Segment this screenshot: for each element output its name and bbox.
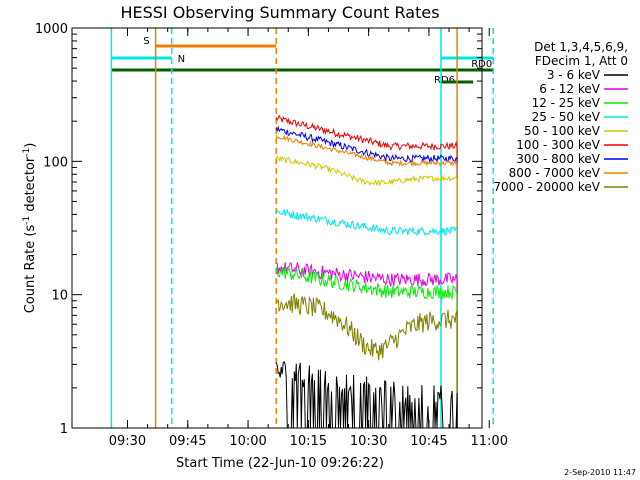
y-tick-label: 1000 xyxy=(35,22,68,37)
series-line xyxy=(276,293,458,428)
legend-label: 12 - 25 keV xyxy=(532,96,601,110)
legend-label: 25 - 50 keV xyxy=(532,110,601,124)
series-line xyxy=(275,361,458,429)
y-axis-label-part1: Count Rate (s xyxy=(23,225,38,314)
x-axis-label: Start Time (22-Jun-10 09:26:22) xyxy=(176,456,384,471)
x-tick-label: 09:45 xyxy=(169,434,206,449)
plot-frame xyxy=(71,27,483,429)
legend-label: 7000 - 20000 keV xyxy=(493,180,600,194)
flag-layer: SNRD0RD6 xyxy=(111,36,494,86)
series-line xyxy=(276,261,458,428)
y-tick-label: 10 xyxy=(51,289,68,304)
x-axis-ticks: 09:30 09:45 10:00 10:15 10:30 10:45 11:00 xyxy=(109,28,508,449)
series-line xyxy=(275,114,458,428)
y-axis-ticks: 1 10 100 1000 xyxy=(35,22,482,437)
legend-header-1: Det 1,3,4,5,6,9, xyxy=(534,40,628,54)
x-tick-label: 11:00 xyxy=(471,434,508,449)
x-tick-label: 09:30 xyxy=(109,434,146,449)
x-tick-label: 10:00 xyxy=(229,434,266,449)
chart-title: HESSI Observing Summary Count Rates xyxy=(120,3,439,22)
legend-label: 3 - 6 keV xyxy=(547,68,601,82)
flag-label: S xyxy=(143,36,149,47)
flag-label: N xyxy=(178,54,185,65)
legend-label: 6 - 12 keV xyxy=(539,82,601,96)
legend-header-2: FDecim 1, Att 0 xyxy=(535,54,628,68)
footer-timestamp: 2-Sep-2010 11:47 xyxy=(564,468,636,477)
y-tick-label: 1 xyxy=(60,422,68,437)
series-line xyxy=(275,155,458,428)
legend-label: 800 - 7000 keV xyxy=(509,166,601,180)
series-layer xyxy=(275,114,458,429)
y-axis-label-part3: ) xyxy=(23,143,38,148)
x-tick-label: 10:30 xyxy=(350,434,387,449)
y-axis-label-sup1: -1 xyxy=(22,216,32,225)
legend-label: 50 - 100 keV xyxy=(524,124,601,138)
legend-label: 300 - 800 keV xyxy=(516,152,600,166)
series-line xyxy=(275,125,458,428)
y-axis-label: Count Rate (s-1 detector-1) xyxy=(22,143,38,314)
vline-layer xyxy=(110,28,495,428)
series-line xyxy=(275,265,458,428)
y-axis-label-sup2: -1 xyxy=(22,148,32,157)
series-line xyxy=(275,134,458,428)
legend: Det 1,3,4,5,6,9, FDecim 1, Att 0 3 - 6 k… xyxy=(493,40,628,194)
series-line xyxy=(275,208,458,428)
y-axis-label-part2: detector xyxy=(23,156,38,216)
y-tick-label: 100 xyxy=(43,155,68,170)
x-tick-label: 10:45 xyxy=(410,434,447,449)
legend-label: 100 - 300 keV xyxy=(516,138,600,152)
x-tick-label: 10:15 xyxy=(290,434,327,449)
